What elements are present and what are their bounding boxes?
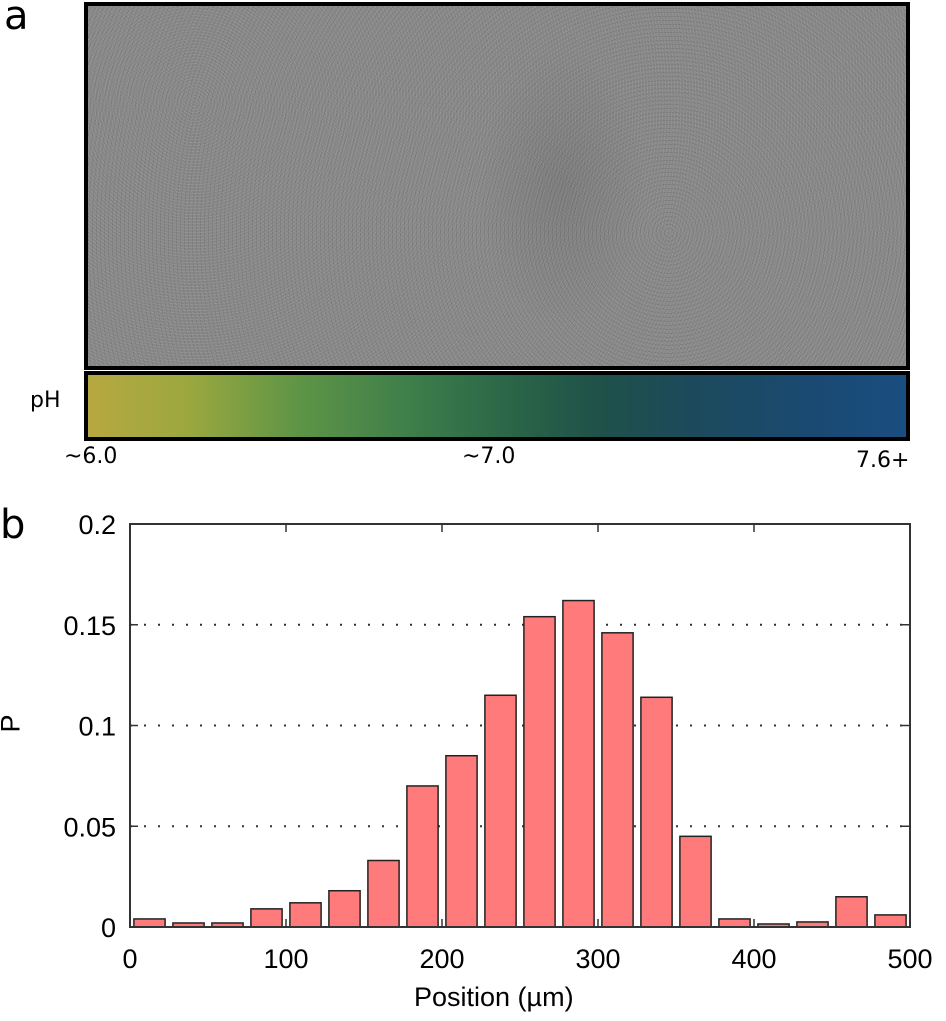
bars — [133, 599, 907, 928]
bar — [601, 632, 634, 928]
bar — [328, 889, 361, 928]
y-tick-label: 0.05 — [63, 812, 116, 842]
x-tick-label: 500 — [887, 944, 932, 974]
bar — [562, 599, 595, 928]
x-tick-label: 200 — [419, 944, 464, 974]
x-axis-title: Position (µm) — [414, 982, 574, 1012]
y-axis-title: P — [0, 714, 27, 732]
panel-b-label: b — [0, 502, 26, 548]
bar — [289, 902, 322, 928]
bar — [406, 785, 439, 928]
panel-a-label: a — [4, 0, 29, 39]
y-tick-label: 0 — [101, 913, 116, 943]
ph-axis-label: pH — [30, 388, 61, 413]
x-tick-label: 100 — [263, 944, 308, 974]
x-tick-label: 400 — [731, 944, 776, 974]
y-tick-label: 0.1 — [78, 712, 116, 742]
ph-color-bar — [84, 371, 910, 441]
bar — [679, 835, 712, 928]
bar — [445, 754, 478, 928]
ph-tick-low: ~6.0 — [64, 444, 118, 469]
bar — [133, 918, 166, 928]
bar — [523, 615, 556, 928]
plot-frame — [129, 523, 911, 928]
ph-tick-mid: ~7.0 — [462, 444, 516, 469]
axes — [129, 523, 911, 928]
y-tick-label: 0.2 — [78, 510, 116, 540]
x-tick-label: 300 — [575, 944, 620, 974]
micrograph-image — [84, 2, 910, 370]
bar — [250, 908, 283, 928]
bar — [835, 896, 868, 928]
bar — [718, 918, 751, 928]
bar — [874, 914, 907, 928]
y-tick-label: 0.15 — [63, 611, 116, 641]
x-tick-label: 0 — [122, 944, 137, 974]
grid-lines — [130, 623, 910, 828]
ph-tick-high: 7.6+ — [856, 448, 910, 473]
bar — [367, 859, 400, 928]
tick-labels: 0 0.05 0.1 0.15 0.2 0 100 200 300 400 500 — [63, 510, 932, 974]
bar — [484, 694, 517, 928]
bar — [640, 696, 673, 928]
